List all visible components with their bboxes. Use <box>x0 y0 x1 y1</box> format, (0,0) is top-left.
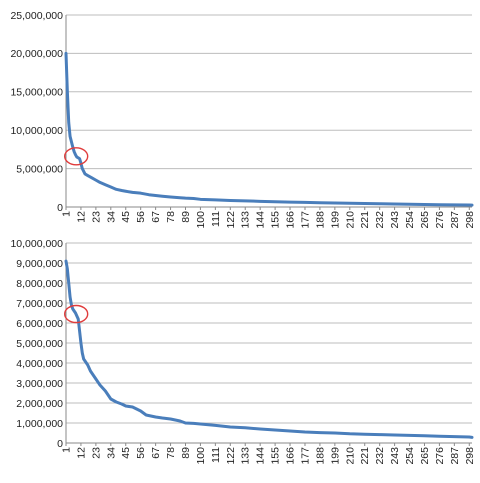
x-tick-label: 287 <box>449 447 461 465</box>
y-tick-label: 4,000,000 <box>16 358 63 370</box>
y-tick-label: 10,000,000 <box>10 125 63 137</box>
x-tick-label: 298 <box>464 211 476 229</box>
x-tick-label: 254 <box>404 447 416 465</box>
x-tick-label: 78 <box>165 211 177 223</box>
y-tick-label: 0 <box>57 438 63 450</box>
x-tick-label: 188 <box>314 447 326 465</box>
x-tick-label: 100 <box>195 447 207 465</box>
bottom-chart: 0 1,000,000 2,000,000 3,000,000 4,000,000 5,0… <box>10 238 475 465</box>
x-tick-label: 166 <box>285 211 297 229</box>
x-tick-label: 78 <box>165 447 177 459</box>
x-tick-label: 166 <box>285 447 297 465</box>
y-tick-label: 0 <box>57 202 63 214</box>
y-tick-label: 9,000,000 <box>16 258 63 270</box>
x-tick-label: 210 <box>344 211 356 229</box>
x-tick-label: 144 <box>255 447 267 465</box>
x-tick-label: 265 <box>419 211 431 229</box>
x-tick-label: 199 <box>329 211 341 229</box>
x-tick-label: 45 <box>120 447 132 459</box>
y-tick-label: 5,000,000 <box>16 163 63 175</box>
x-tick-label: 265 <box>419 447 431 465</box>
x-tick-label: 111 <box>210 211 222 227</box>
x-tick-label: 1 <box>61 447 73 453</box>
y-tick-label: 3,000,000 <box>16 378 63 390</box>
x-tick-label: 1 <box>61 211 73 217</box>
x-tick-label: 221 <box>359 211 371 229</box>
x-tick-label: 243 <box>389 211 401 229</box>
x-tick-label: 23 <box>90 447 102 459</box>
x-tick-label: 243 <box>389 447 401 465</box>
y-tick-label: 2,000,000 <box>16 398 63 410</box>
x-tick-label: 155 <box>270 211 282 229</box>
y-tick-label: 15,000,000 <box>10 87 63 99</box>
x-tick-label: 287 <box>449 211 461 229</box>
y-tick-label: 7,000,000 <box>16 298 63 310</box>
y-tick-label: 5,000,000 <box>16 338 63 350</box>
x-tick-label: 254 <box>404 211 416 229</box>
x-tick-label: 89 <box>180 447 192 459</box>
x-tick-label: 177 <box>299 211 311 229</box>
y-tick-label: 8,000,000 <box>16 278 63 290</box>
x-tick-label: 133 <box>240 447 252 465</box>
highlight-ellipse <box>63 147 89 166</box>
top-chart: 0 5,000,000 10,000,000 15,000,000 20,000,000… <box>10 10 475 229</box>
series-line <box>64 51 474 207</box>
x-tick-label: 67 <box>150 447 162 459</box>
x-tick-label: 276 <box>434 211 446 229</box>
x-tick-label: 56 <box>135 211 147 223</box>
y-tick-label: 6,000,000 <box>16 318 63 330</box>
x-tick-label: 298 <box>464 447 476 465</box>
x-tick-label: 144 <box>255 211 267 229</box>
y-tick-label: 25,000,000 <box>10 10 63 22</box>
y-tick-label: 20,000,000 <box>10 48 63 60</box>
x-tick-label: 199 <box>329 447 341 465</box>
x-tick-label: 89 <box>180 211 192 223</box>
y-tick-label: 1,000,000 <box>16 418 63 430</box>
x-tick-label: 122 <box>225 211 237 229</box>
x-tick-label: 12 <box>75 447 87 459</box>
x-tick-label: 67 <box>150 211 162 223</box>
x-tick-label: 23 <box>90 211 102 223</box>
x-tick-label: 56 <box>135 447 147 459</box>
x-tick-label: 45 <box>120 211 132 223</box>
x-tick-label: 221 <box>359 447 371 465</box>
x-tick-label: 133 <box>240 211 252 229</box>
x-tick-label: 276 <box>434 447 446 465</box>
x-tick-label: 177 <box>299 447 311 465</box>
x-tick-label: 122 <box>225 447 237 465</box>
x-tick-label: 111 <box>210 447 222 463</box>
series-line <box>64 259 474 439</box>
x-tick-label: 155 <box>270 447 282 465</box>
highlight-ellipse <box>63 304 89 324</box>
x-tick-label: 34 <box>105 211 117 223</box>
x-tick-label: 12 <box>75 211 87 223</box>
x-tick-label: 210 <box>344 447 356 465</box>
x-tick-label: 232 <box>374 447 386 465</box>
x-tick-label: 232 <box>374 211 386 229</box>
x-tick-label: 34 <box>105 447 117 459</box>
y-tick-label: 10,000,000 <box>10 238 63 250</box>
x-tick-label: 188 <box>314 211 326 229</box>
x-tick-label: 100 <box>195 211 207 229</box>
